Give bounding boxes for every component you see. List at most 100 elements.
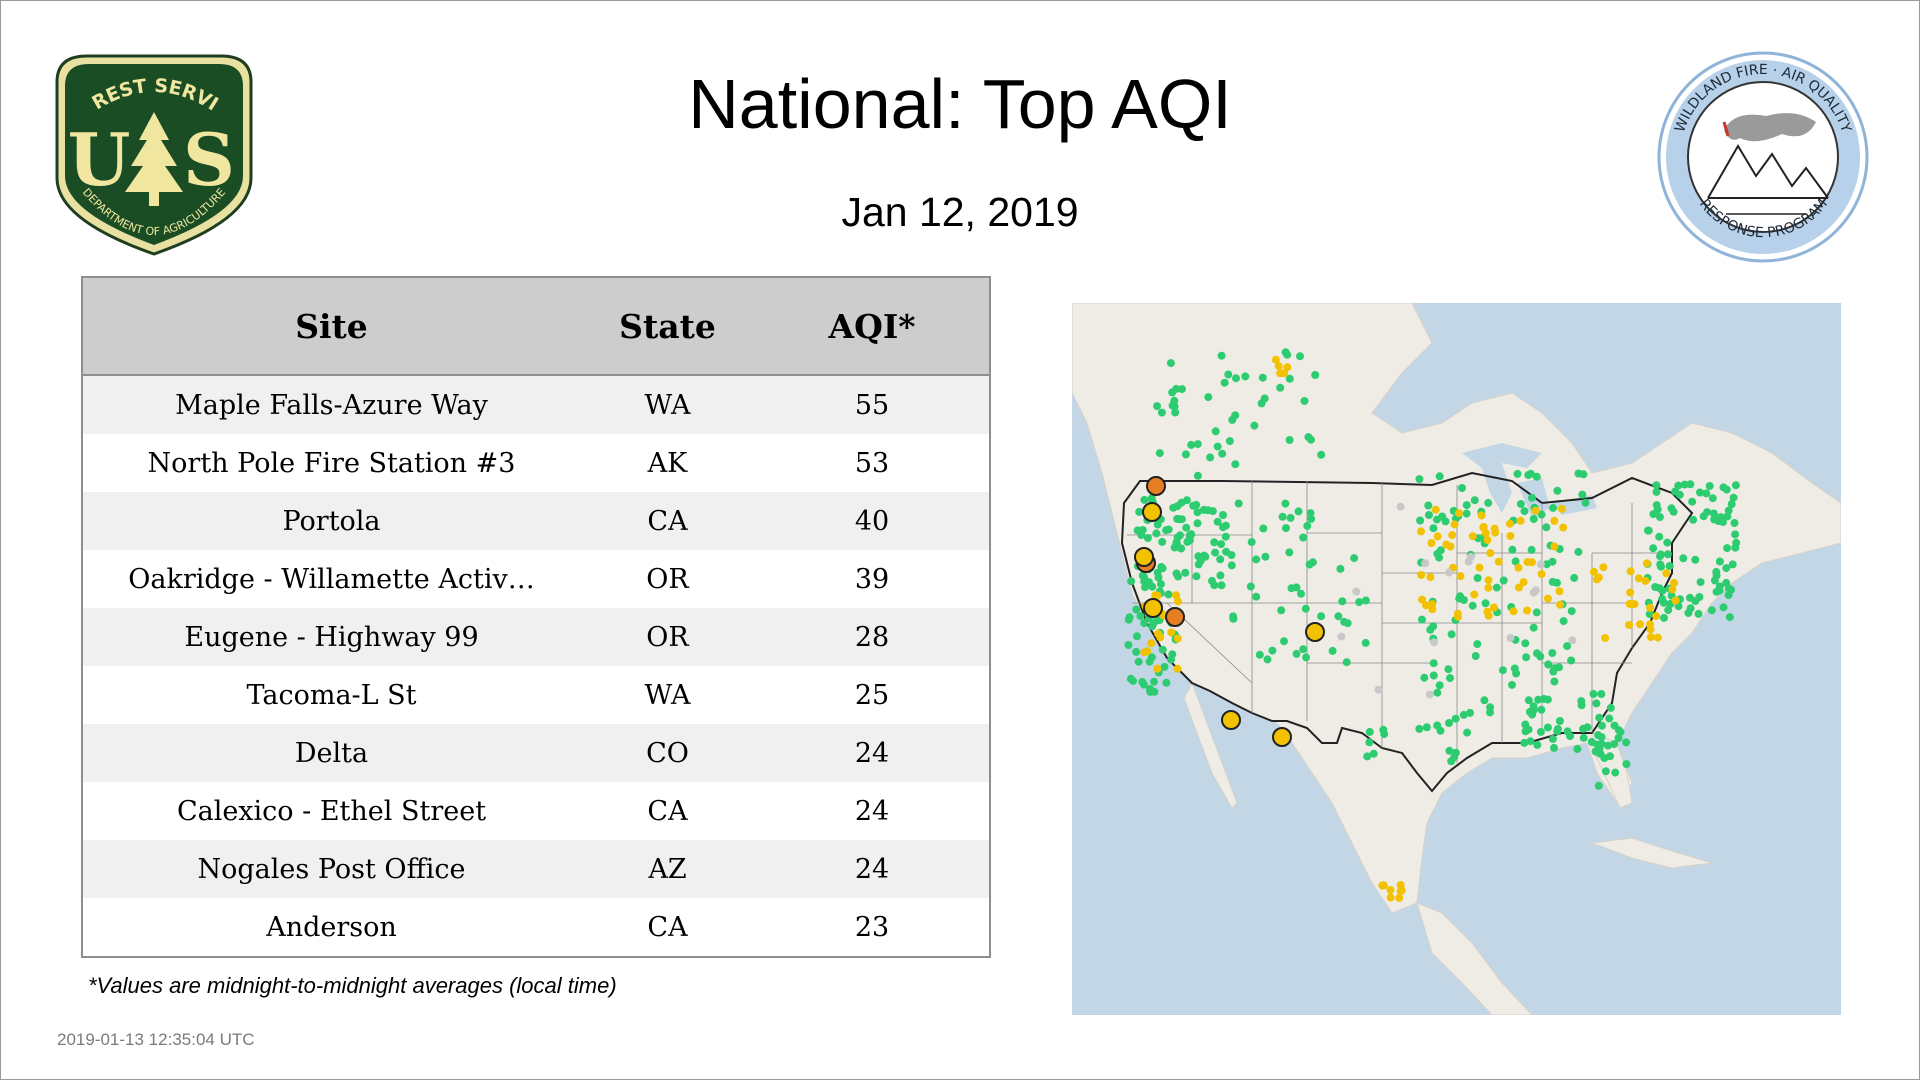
monitor-dot (1127, 577, 1136, 586)
monitor-dot (1537, 510, 1546, 519)
monitor-dot (1568, 636, 1577, 645)
monitor-dot (1124, 615, 1133, 624)
monitor-dot (1592, 699, 1601, 708)
monitor-dot (1157, 563, 1166, 571)
cell-state: CA (647, 911, 688, 943)
monitor-dot (1174, 572, 1183, 581)
monitor-dot (1430, 638, 1438, 647)
monitor-dot (1334, 612, 1343, 621)
monitor-dot (1462, 501, 1471, 510)
monitor-dot (1660, 613, 1668, 622)
table-row: Eugene - Highway 99 OR 28 (83, 608, 989, 666)
monitor-dot (1285, 436, 1294, 444)
monitor-dot (1396, 502, 1405, 511)
monitor-dot (1688, 497, 1697, 506)
monitor-dot (1187, 440, 1196, 449)
monitor-dot (1516, 500, 1525, 508)
monitor-dot (1522, 653, 1531, 662)
monitor-dot (1204, 393, 1213, 402)
monitor-dot (1153, 568, 1162, 577)
cell-aqi: 24 (854, 853, 890, 885)
monitor-dot (1651, 583, 1660, 591)
monitor-dot (1158, 645, 1167, 654)
monitor-dot (1363, 752, 1372, 761)
monitor-dot (1162, 678, 1171, 687)
monitor-dot (1350, 554, 1359, 563)
monitor-dot (1725, 613, 1734, 622)
monitor-dot (1229, 612, 1238, 621)
monitor-dot (1537, 705, 1546, 714)
monitor-dot (1589, 567, 1598, 576)
monitor-dot (1516, 516, 1525, 525)
monitor-dot (1146, 687, 1155, 696)
monitor-dot (1511, 557, 1520, 566)
cell-site: Tacoma-L St (246, 679, 417, 711)
monitor-dot (1498, 666, 1507, 675)
table-footnote: *Values are midnight-to-midnight average… (88, 973, 617, 998)
monitor-dot (1668, 585, 1677, 594)
monitor-dot (1567, 656, 1576, 665)
monitor-dot (1730, 519, 1739, 527)
monitor-dot (1470, 590, 1479, 599)
monitor-dot (1418, 615, 1426, 624)
table-row: North Pole Fire Station #3 AK 53 (83, 434, 989, 492)
monitor-dot (1338, 597, 1347, 606)
monitor-dot (1549, 503, 1557, 512)
monitor-dot (1361, 638, 1370, 647)
top-site-marker (1134, 547, 1154, 567)
monitor-dot (1555, 587, 1564, 596)
monitor-dot (1148, 622, 1157, 631)
monitor-dot (1193, 440, 1202, 449)
hudson-bay (1452, 303, 1542, 373)
cell-state: WA (644, 389, 691, 421)
table-row: Oakridge - Willamette Activ… OR 39 (83, 550, 989, 608)
monitor-dot (1277, 606, 1286, 615)
land-cuba (1591, 837, 1713, 869)
monitor-dot (1657, 562, 1665, 571)
monitor-dot (1225, 437, 1234, 446)
monitor-dot (1227, 561, 1236, 570)
monitor-dot (1219, 511, 1227, 519)
monitor-dot (1259, 524, 1268, 533)
monitor-dot (1589, 690, 1598, 698)
cell-aqi: 24 (854, 737, 890, 769)
top-site-marker (1142, 502, 1162, 522)
monitor-dot (1426, 573, 1435, 582)
monitor-dot (1601, 634, 1610, 642)
monitor-dot (1719, 483, 1728, 492)
monitor-dot (1691, 555, 1700, 564)
monitor-dot (1211, 548, 1220, 557)
monitor-dot (1696, 578, 1705, 587)
monitor-dot (1680, 480, 1689, 489)
monitor-dot (1302, 653, 1311, 662)
monitor-dot (1454, 612, 1462, 621)
monitor-dot (1659, 598, 1668, 607)
monitor-dot (1628, 600, 1636, 609)
monitor-dot (1509, 607, 1518, 616)
monitor-dot (1386, 886, 1395, 894)
monitor-dot (1652, 481, 1661, 490)
monitor-dot (1542, 560, 1551, 569)
monitor-dot (1255, 650, 1264, 659)
monitor-dot (1431, 505, 1440, 514)
monitor-dot (1124, 641, 1133, 649)
page-date: Jan 12, 2019 (841, 189, 1079, 235)
monitor-dot (1534, 695, 1543, 704)
cell-site: Delta (294, 737, 369, 769)
monitor-dot (1379, 881, 1388, 890)
table-row: Nogales Post Office AZ 24 (83, 840, 989, 898)
monitor-dot (1508, 545, 1517, 554)
monitor-dot (1652, 487, 1661, 496)
monitor-dot (1234, 499, 1243, 508)
monitor-dot (1481, 599, 1490, 608)
monitor-dot (1147, 639, 1156, 648)
monitor-dot (1447, 630, 1456, 639)
monitor-dot (1550, 743, 1558, 752)
monitor-dot (1427, 539, 1436, 547)
monitor-dot (1494, 557, 1503, 566)
monitor-dot (1553, 486, 1562, 495)
monitor-dot (1129, 676, 1137, 685)
cell-state: OR (646, 563, 689, 595)
monitor-dot (1134, 657, 1143, 666)
top-site-marker (1165, 607, 1185, 627)
